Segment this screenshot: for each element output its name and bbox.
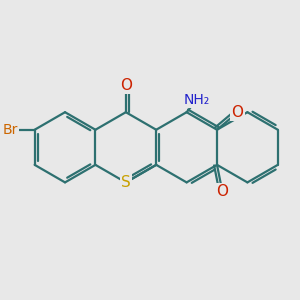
Text: NH₂: NH₂ bbox=[183, 93, 209, 107]
Text: O: O bbox=[120, 78, 132, 93]
Text: S: S bbox=[121, 175, 131, 190]
Text: Br: Br bbox=[3, 123, 18, 137]
Text: O: O bbox=[216, 184, 228, 199]
Text: O: O bbox=[232, 105, 244, 120]
